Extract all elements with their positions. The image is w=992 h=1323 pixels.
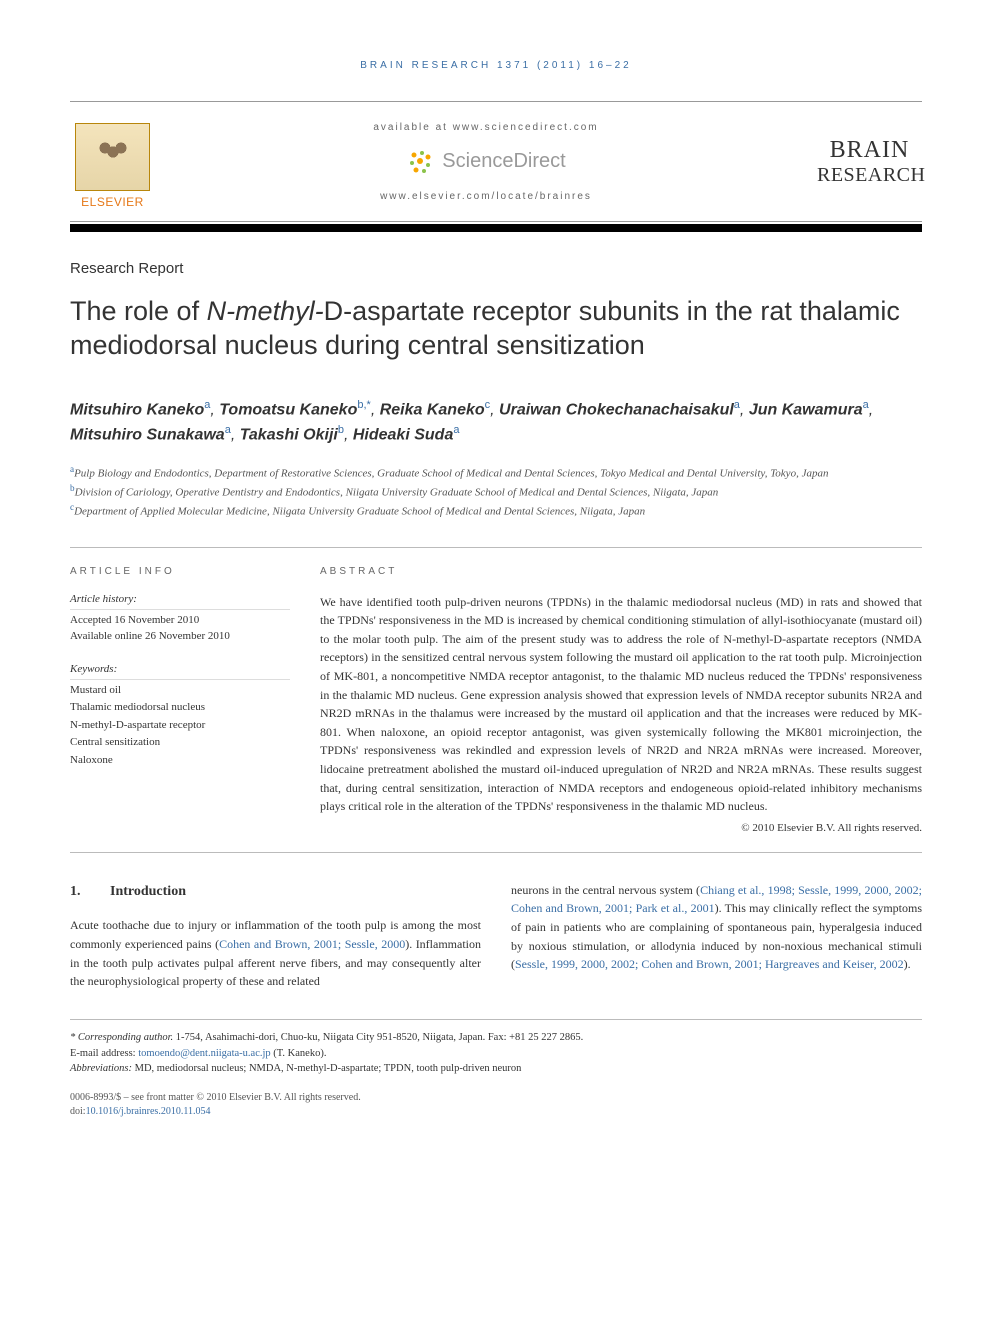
author-affil-ref: b: [338, 424, 344, 436]
title-part: N-methyl-: [207, 296, 324, 326]
abstract-heading: ABSTRACT: [320, 566, 922, 577]
author-affil-ref: a: [453, 424, 459, 436]
body-paragraph: Acute toothache due to injury or inflamm…: [70, 916, 481, 990]
journal-name-line2: RESEARCH: [817, 164, 922, 186]
body-text: neurons in the central nervous system (: [511, 883, 700, 897]
abstract-copyright: © 2010 Elsevier B.V. All rights reserved…: [320, 822, 922, 834]
history-label: Article history:: [70, 593, 290, 610]
corresponding-author: * Corresponding author. 1-754, Asahimach…: [70, 1030, 922, 1046]
keyword: Mustard oil: [70, 682, 290, 700]
corr-label: * Corresponding author.: [70, 1032, 173, 1043]
header-center: available at www.sciencedirect.com Scien…: [155, 122, 817, 202]
author-name: Tomoatsu Kaneko: [219, 401, 357, 418]
body-text: ).: [904, 957, 911, 971]
author-list: Mitsuhiro Kanekoa, Tomoatsu Kanekob,*, R…: [70, 397, 922, 448]
author-name: Hideaki Suda: [353, 426, 453, 443]
author-affil-ref: a: [734, 399, 740, 411]
email-label: E-mail address:: [70, 1048, 138, 1059]
citation[interactable]: Cohen and Brown, 2001; Sessle, 2000: [219, 937, 405, 951]
affiliation-list: aPulp Biology and Endodontics, Departmen…: [70, 463, 922, 520]
elsevier-tree-icon: [75, 123, 150, 191]
citation[interactable]: Sessle, 1999, 2000, 2002; Cohen and Brow…: [515, 957, 904, 971]
sciencedirect-icon: [406, 147, 436, 177]
accepted-date: Accepted 16 November 2010: [70, 612, 290, 629]
affiliation: cDepartment of Applied Molecular Medicin…: [70, 501, 922, 520]
footer-meta: 0006-8993/$ – see front matter © 2010 El…: [70, 1091, 922, 1119]
article-type: Research Report: [70, 260, 922, 277]
keywords-label: Keywords:: [70, 663, 290, 680]
abstract: ABSTRACT We have identified tooth pulp-d…: [320, 566, 922, 834]
author-affil-ref: b,*: [357, 399, 370, 411]
abbreviations: Abbreviations: MD, mediodorsal nucleus; …: [70, 1061, 922, 1077]
journal-name-line1: BRAIN: [817, 137, 922, 163]
article-title: The role of N-methyl-D-aspartate recepto…: [70, 295, 922, 363]
locate-url: www.elsevier.com/locate/brainres: [175, 191, 797, 202]
author-affil-ref: a: [225, 424, 231, 436]
journal-header: ELSEVIER available at www.sciencedirect.…: [70, 101, 922, 222]
author-name: Uraiwan Chokechanachaisakul: [499, 401, 734, 418]
email-who: (T. Kaneko).: [271, 1048, 327, 1059]
author-name: Mitsuhiro Kaneko: [70, 401, 204, 418]
abbrev-label: Abbreviations:: [70, 1063, 132, 1074]
section-heading: 1.Introduction: [70, 881, 481, 903]
sciencedirect-text: ScienceDirect: [442, 150, 565, 173]
page: BRAIN RESEARCH 1371 (2011) 16–22 ELSEVIE…: [0, 0, 992, 1159]
elsevier-logo: ELSEVIER: [70, 114, 155, 209]
abstract-text: We have identified tooth pulp-driven neu…: [320, 593, 922, 816]
keyword: N-methyl-D-aspartate receptor: [70, 717, 290, 735]
section-title: Introduction: [110, 884, 186, 899]
elsevier-label: ELSEVIER: [81, 195, 144, 209]
info-abstract-block: ARTICLE INFO Article history: Accepted 1…: [70, 547, 922, 853]
author-name: Reika Kaneko: [380, 401, 485, 418]
front-matter: 0006-8993/$ – see front matter © 2010 El…: [70, 1091, 922, 1105]
keywords-block: Keywords: Mustard oilThalamic mediodorsa…: [70, 663, 290, 770]
article-info: ARTICLE INFO Article history: Accepted 1…: [70, 566, 290, 834]
doi-line: doi:10.1016/j.brainres.2010.11.054: [70, 1105, 922, 1119]
author-name: Jun Kawamura: [749, 401, 863, 418]
body-columns: 1.Introduction Acute toothache due to in…: [70, 881, 922, 991]
corr-text: 1-754, Asahimachi-dori, Chuo-ku, Niigata…: [173, 1032, 583, 1043]
affiliation: aPulp Biology and Endodontics, Departmen…: [70, 463, 922, 482]
email-link[interactable]: tomoendo@dent.niigata-u.ac.jp: [138, 1048, 270, 1059]
author-affil-ref: a: [204, 399, 210, 411]
running-head: BRAIN RESEARCH 1371 (2011) 16–22: [70, 60, 922, 71]
online-date: Available online 26 November 2010: [70, 628, 290, 645]
author-affil-ref: a: [863, 399, 869, 411]
journal-logo: BRAIN RESEARCH: [817, 137, 922, 185]
section-number: 1.: [70, 881, 110, 903]
email-line: E-mail address: tomoendo@dent.niigata-u.…: [70, 1046, 922, 1062]
column-right: neurons in the central nervous system (C…: [511, 881, 922, 991]
title-part: The role of: [70, 296, 207, 326]
available-at: available at www.sciencedirect.com: [175, 122, 797, 133]
title-part: D: [324, 296, 344, 326]
column-left: 1.Introduction Acute toothache due to in…: [70, 881, 481, 991]
keyword: Central sensitization: [70, 734, 290, 752]
sciencedirect-logo: ScienceDirect: [406, 147, 565, 177]
author-name: Takashi Okiji: [240, 426, 338, 443]
author-affil-ref: c: [485, 399, 491, 411]
keyword: Naloxone: [70, 752, 290, 770]
doi-label: doi:: [70, 1106, 86, 1117]
article-info-heading: ARTICLE INFO: [70, 566, 290, 577]
doi-link[interactable]: 10.1016/j.brainres.2010.11.054: [86, 1106, 211, 1117]
author-name: Mitsuhiro Sunakawa: [70, 426, 225, 443]
body-paragraph: neurons in the central nervous system (C…: [511, 881, 922, 974]
footnotes: * Corresponding author. 1-754, Asahimach…: [70, 1019, 922, 1077]
abbrev-text: MD, mediodorsal nucleus; NMDA, N-methyl-…: [132, 1063, 521, 1074]
keyword: Thalamic mediodorsal nucleus: [70, 699, 290, 717]
header-rule: [70, 224, 922, 232]
affiliation: bDivision of Cariology, Operative Dentis…: [70, 482, 922, 501]
